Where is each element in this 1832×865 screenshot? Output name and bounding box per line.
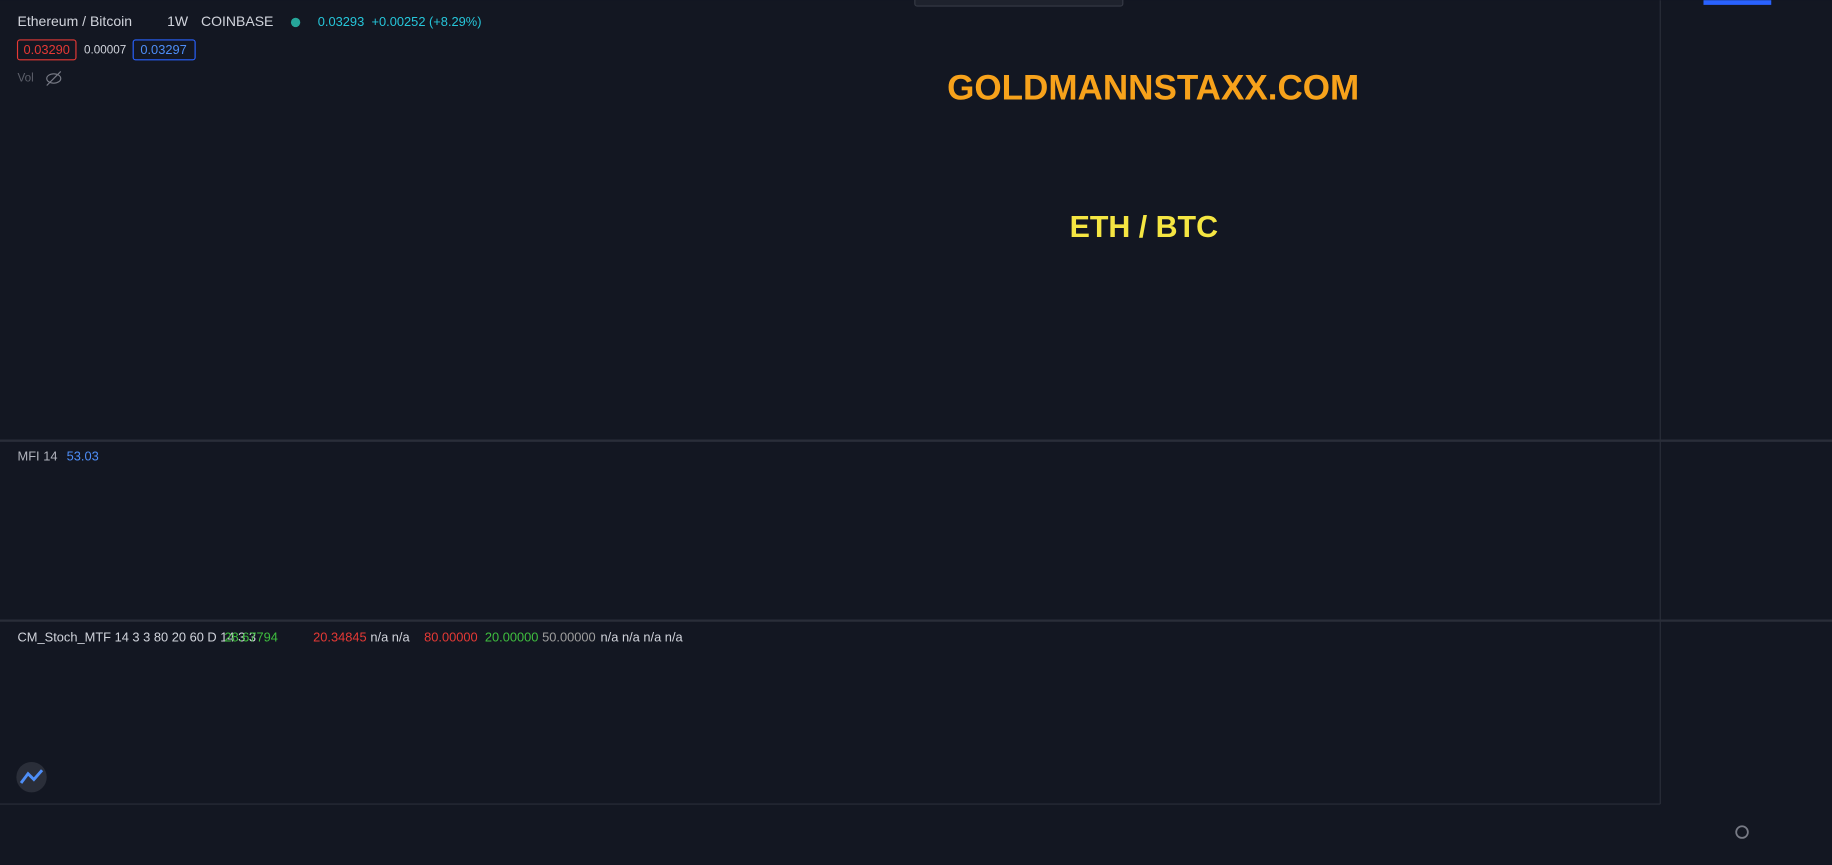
stoch-na: n/a n/a n/a n/a <box>601 630 684 645</box>
logo[interactable] <box>16 761 47 793</box>
buy-box[interactable] <box>132 39 196 61</box>
sell-price: 0.03290 <box>24 42 70 57</box>
watermark: GOLDMANNSTAXX.COM <box>947 68 1359 107</box>
settings-icon[interactable] <box>1735 825 1749 839</box>
buy-price: 0.03297 <box>140 42 186 57</box>
market-status <box>290 17 301 28</box>
price-change: +0.00252 (+8.29%) <box>372 14 482 29</box>
stoch-upper: 80.00000 <box>424 630 478 645</box>
stoch-legend: CM_Stoch_MTF 14 3 3 80 20 60 D 14 3 3 <box>18 630 256 645</box>
volume-label: Vol <box>18 72 34 85</box>
mfi-legend: MFI 14 <box>18 448 58 463</box>
symbol[interactable]: Ethereum / Bitcoin <box>18 13 133 29</box>
stoch-k-value: 28.67794 <box>224 630 278 645</box>
stoch-mid: 50.00000 <box>542 630 596 645</box>
spread: 0.00007 <box>84 44 126 57</box>
toolbar-edge[interactable] <box>914 0 1124 7</box>
interval[interactable]: 1W <box>167 13 189 29</box>
stoch-d-value: 20.34845 <box>313 630 367 645</box>
exchange: COINBASE <box>201 13 273 29</box>
stoch-na: n/a n/a <box>370 630 410 645</box>
corner-button[interactable] <box>1703 0 1772 5</box>
sell-box[interactable] <box>16 39 77 61</box>
stoch-lower: 20.00000 <box>485 630 539 645</box>
pair-annotation: ETH / BTC <box>1070 211 1218 244</box>
last-price: 0.03293 <box>318 14 364 29</box>
hide-icon[interactable] <box>46 71 62 86</box>
mfi-value: 53.03 <box>67 448 99 463</box>
